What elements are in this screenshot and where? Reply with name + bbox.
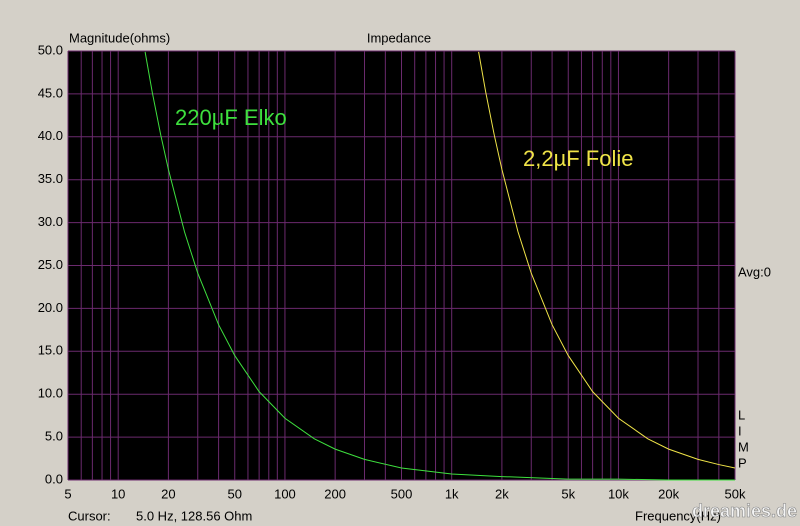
y-tick-label: 35.0 [38,171,63,186]
program-letter: L [738,407,745,422]
y-tick-label: 50.0 [38,42,63,57]
x-tick-label: 5k [561,486,575,501]
x-tick-label: 20 [161,486,175,501]
series-label: 220µF Elko [175,105,287,130]
x-tick-label: 500 [391,486,413,501]
series-line [478,51,736,469]
series-label: 2,2µF Folie [523,146,634,171]
x-tick-label: 5 [64,486,71,501]
cursor-label: Cursor: [68,508,111,523]
x-tick-label: 20k [658,486,679,501]
x-tick-label: 100 [274,486,296,501]
watermark: dreamies.de [692,501,797,521]
y-axis-label: Magnitude(ohms) [69,30,170,45]
program-letter: I [738,423,742,438]
y-tick-label: 25.0 [38,257,63,272]
x-tick-label: 50 [228,486,242,501]
x-tick-label: 200 [324,486,346,501]
y-tick-label: 5.0 [45,429,63,444]
x-tick-label: 50k [725,486,746,501]
avg-label: Avg:0 [738,264,771,279]
x-tick-label: 2k [495,486,509,501]
x-axis-label: Frequency(Hz) [635,508,721,523]
y-tick-label: 45.0 [38,85,63,100]
y-tick-label: 20.0 [38,300,63,315]
x-tick-label: 10k [608,486,629,501]
cursor-value: 5.0 Hz, 128.56 Ohm [136,508,252,523]
y-tick-label: 0.0 [45,471,63,486]
x-tick-label: 1k [445,486,459,501]
y-tick-label: 10.0 [38,386,63,401]
y-tick-label: 30.0 [38,214,63,229]
program-letter: P [738,455,747,470]
y-tick-label: 15.0 [38,343,63,358]
chart-title: Impedance [367,30,431,45]
program-letter: M [738,439,749,454]
y-tick-label: 40.0 [38,128,63,143]
series-line [144,51,735,481]
x-tick-label: 10 [111,486,125,501]
